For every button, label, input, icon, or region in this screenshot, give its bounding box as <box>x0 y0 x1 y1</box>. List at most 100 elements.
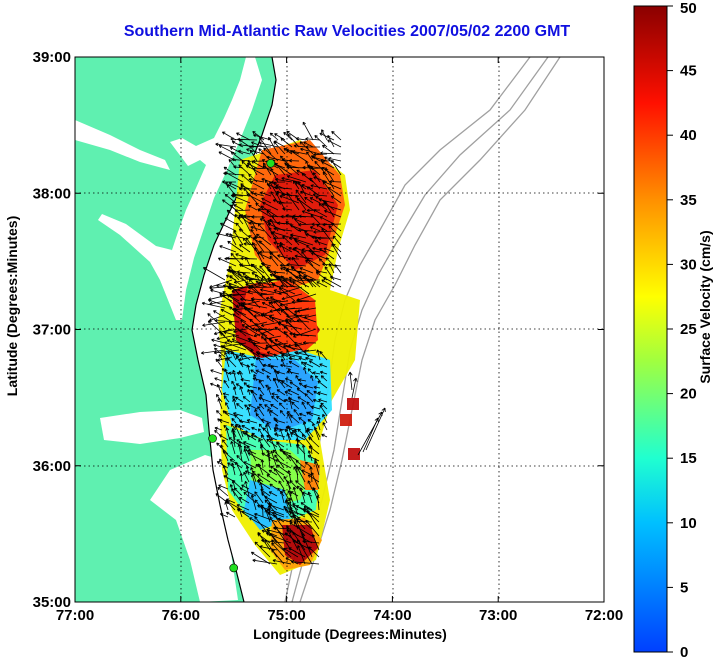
velocity-arrow <box>317 380 328 389</box>
velocity-arrow <box>270 465 285 476</box>
velocity-arrow <box>225 281 240 288</box>
velocity-arrow <box>216 232 237 239</box>
velocity-arrow <box>277 322 303 330</box>
velocity-arrow <box>231 350 237 361</box>
velocity-arrow <box>211 338 226 344</box>
velocity-arrow <box>266 375 272 382</box>
velocity-arrow <box>257 356 265 368</box>
velocity-arrow <box>238 424 244 438</box>
velocity-arrow <box>230 441 236 455</box>
velocity-arrow <box>268 491 278 497</box>
velocity-arrow <box>254 541 271 558</box>
velocity-arrow <box>213 310 233 323</box>
velocity-arrow <box>296 169 307 176</box>
velocity-arrow <box>268 301 282 316</box>
velocity-arrow <box>320 151 342 155</box>
velocity-arrow <box>245 256 251 267</box>
velocity-arrow <box>302 421 307 431</box>
velocity-arrow <box>246 419 258 424</box>
velocity-arrow <box>249 145 258 155</box>
velocity-arrow <box>295 517 306 544</box>
velocity-arrow <box>318 203 328 211</box>
velocity-arrow <box>231 200 244 205</box>
velocity-arrow <box>257 473 271 483</box>
velocity-arrow <box>265 344 289 358</box>
coastline <box>191 57 277 602</box>
velocity-arrow <box>319 247 335 260</box>
velocity-arrow <box>228 283 247 302</box>
velocity-arrow <box>269 132 279 141</box>
velocity-arrow <box>245 164 265 176</box>
velocity-arrow <box>277 307 303 312</box>
velocity-arrow <box>310 252 328 260</box>
velocity-arrow <box>295 315 310 330</box>
velocity-arrow <box>214 347 226 358</box>
velocity-arrow <box>286 262 307 267</box>
velocity-arrow <box>207 299 233 309</box>
velocity-arrow <box>266 474 278 483</box>
velocity-arrow <box>222 291 240 302</box>
velocity-arrow <box>327 187 342 197</box>
velocity-arrow <box>224 171 244 183</box>
velocity-arrow <box>240 378 251 382</box>
velocity-arrow <box>309 226 321 232</box>
velocity-arrow <box>278 244 293 253</box>
velocity-arrow <box>290 432 306 441</box>
velocity-arrow <box>289 279 310 283</box>
velocity-arrow <box>228 371 237 376</box>
velocity-arrow <box>219 418 230 424</box>
velocity-arrow <box>331 159 342 176</box>
velocity-arrow <box>298 378 307 382</box>
velocity-arrow <box>316 224 328 232</box>
velocity-arrow <box>225 402 230 410</box>
grid-lines <box>75 57 604 602</box>
velocity-arrow <box>219 292 240 309</box>
velocity-arrow <box>222 392 230 396</box>
x-tick-label: 74:00 <box>373 607 411 624</box>
velocity-arrow <box>246 406 251 417</box>
velocity-arrow <box>250 390 258 403</box>
velocity-arrow <box>260 321 282 327</box>
velocity-arrow <box>257 406 265 417</box>
velocity-arrow <box>221 131 237 141</box>
x-tick-label: 73:00 <box>479 607 517 624</box>
velocity-arrow <box>209 300 226 306</box>
velocity-arrow <box>287 470 292 483</box>
velocity-arrow <box>249 181 265 190</box>
velocity-arrow <box>267 408 272 417</box>
velocity-arrow <box>311 222 328 227</box>
velocity-arrow <box>264 495 278 504</box>
velocity-arrow <box>239 487 257 497</box>
velocity-arrow <box>231 338 254 351</box>
velocity-arrow <box>306 390 314 396</box>
velocity-arrow <box>321 433 328 438</box>
velocity-arrow <box>307 480 313 490</box>
velocity-arrow <box>279 410 286 417</box>
velocity-arrow <box>230 462 236 476</box>
velocity-arrow <box>316 420 321 431</box>
velocity-arrow <box>253 237 265 253</box>
velocity-arrow <box>290 491 299 497</box>
velocity-arrow <box>258 403 265 410</box>
velocity-arrow <box>283 547 299 558</box>
velocity-arrow <box>272 449 285 462</box>
velocity-arrow <box>269 255 279 267</box>
velocity-arrow <box>243 275 261 281</box>
velocity-arrow <box>322 422 328 431</box>
velocity-arrow <box>247 452 264 462</box>
velocity-arrow <box>310 472 320 490</box>
velocity-arrow <box>239 244 251 253</box>
velocity-arrow <box>313 209 328 218</box>
velocity-arrow <box>246 193 265 204</box>
velocity-arrow <box>325 168 335 183</box>
velocity-arrow <box>213 343 233 351</box>
velocity-arrow <box>278 287 296 302</box>
velocity-arrow <box>216 383 223 396</box>
velocity-arrow <box>293 313 317 323</box>
velocity-arrow <box>312 398 321 403</box>
velocity-arrow <box>283 344 303 351</box>
velocity-arrow <box>268 469 278 476</box>
velocity-arrow <box>307 368 314 375</box>
velocity-arrow <box>289 522 313 537</box>
velocity-arrow <box>307 491 313 504</box>
